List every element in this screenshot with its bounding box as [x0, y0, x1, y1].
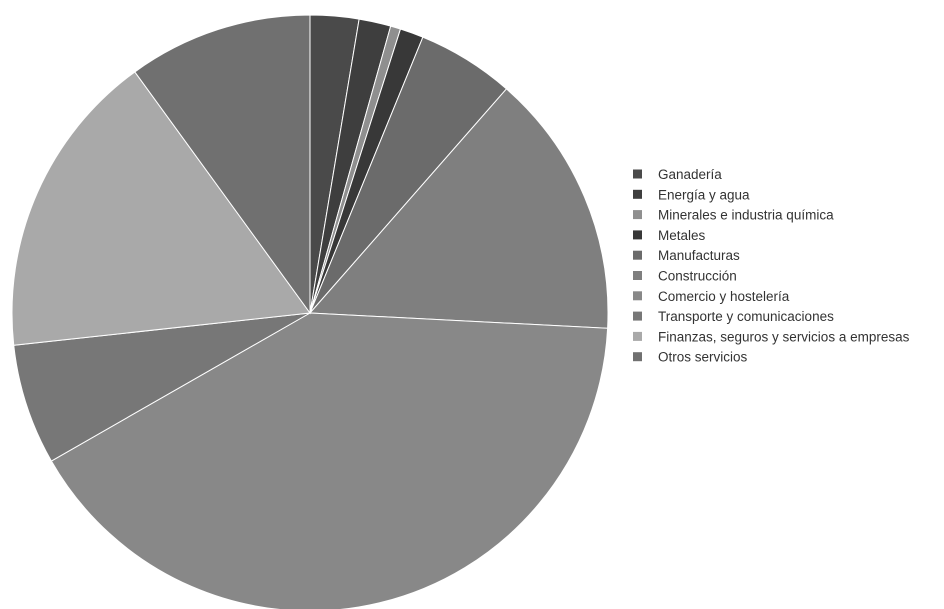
- legend-swatch: [633, 271, 642, 280]
- legend-label: Transporte y comunicaciones: [658, 309, 834, 324]
- legend-item-minerales-e-industria-quimica: Minerales e industria química: [633, 208, 834, 223]
- legend-swatch: [633, 250, 642, 260]
- legend-label: Finanzas, seguros y servicios a empresas: [658, 329, 910, 344]
- legend-item-comercio-y-hosteleria: Comercio y hostelería: [633, 289, 790, 304]
- legend-label: Construcción: [658, 269, 737, 284]
- pie-slice-finanzas-seguros-y-servicios-a-empresas: [11, 71, 311, 346]
- legend-label: Minerales e industria química: [658, 208, 834, 223]
- legend-item-ganaderia: Ganadería: [633, 167, 722, 182]
- legend-item-manufacturas: Manufacturas: [633, 248, 740, 263]
- legend: Ganadería Energía y agua Minerales e indus…: [633, 167, 910, 365]
- legend-swatch: [633, 189, 642, 199]
- legend-swatch: [633, 230, 642, 240]
- legend-swatch: [633, 311, 642, 321]
- legend-item-construccion: Construcción: [633, 269, 737, 284]
- pie-slices: [11, 14, 609, 609]
- legend-label: Metales: [658, 228, 706, 243]
- legend-label: Otros servicios: [658, 350, 748, 365]
- legend-label: Comercio y hostelería: [658, 289, 790, 304]
- legend-label: Ganadería: [658, 167, 722, 182]
- legend-swatch: [633, 210, 642, 220]
- pie-slice-otros-servicios: [134, 14, 311, 315]
- legend-item-finanzas-seguros-y-servicios-a-empresas: Finanzas, seguros y servicios a empresas: [633, 329, 910, 344]
- legend-swatch: [633, 169, 642, 179]
- legend-item-energia-y-agua: Energía y agua: [633, 187, 750, 202]
- legend-item-otros-servicios: Otros servicios: [633, 350, 748, 365]
- legend-item-transporte-y-comunicaciones: Transporte y comunicaciones: [633, 309, 834, 324]
- legend-label: Energía y agua: [658, 187, 750, 202]
- pie-slice-transporte-y-comunicaciones: [13, 312, 311, 462]
- legend-swatch: [633, 352, 642, 362]
- pie-slice-construccion: [308, 88, 609, 329]
- legend-label: Manufacturas: [658, 248, 740, 263]
- pie-slice-comercio-y-hosteleria: [50, 312, 609, 609]
- legend-swatch: [633, 331, 642, 341]
- legend-item-metales: Metales: [633, 228, 706, 243]
- legend-swatch: [633, 291, 642, 301]
